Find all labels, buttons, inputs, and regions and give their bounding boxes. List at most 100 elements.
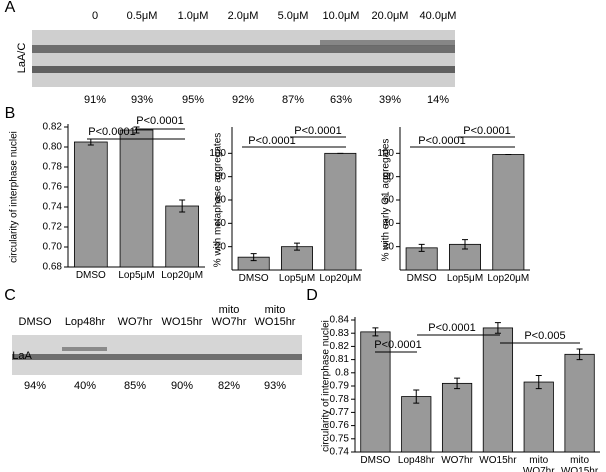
y-tick-label: 20 bbox=[215, 241, 227, 252]
percentage: 63% bbox=[329, 94, 353, 106]
bar bbox=[564, 353, 595, 453]
y-tick-label: 0.75 bbox=[330, 433, 350, 444]
y-axis-label: circularity of interphase nuclei bbox=[321, 320, 332, 452]
annotation: P<0.0001 bbox=[463, 125, 510, 137]
row-label: LaA/C bbox=[16, 43, 28, 74]
y-tick-label: 0.78 bbox=[43, 162, 63, 173]
panel-label: D bbox=[306, 287, 318, 304]
bar bbox=[523, 381, 554, 453]
x-tick-label: DMSO bbox=[238, 273, 269, 284]
x-tick-label: mito WO15hr bbox=[560, 455, 599, 472]
percentage: 93% bbox=[263, 380, 287, 392]
annotation: P<0.005 bbox=[524, 330, 565, 342]
x-label-box: Lop5μM bbox=[446, 273, 484, 284]
y-tick-label: 0.79 bbox=[330, 381, 350, 392]
x-tick-label: Lop20μM bbox=[319, 273, 362, 284]
x-label-box: DMSO bbox=[360, 455, 390, 466]
x-label-box: WO15hr bbox=[479, 455, 517, 466]
panel-label: C bbox=[4, 287, 16, 304]
x-label-box: Lop5μM bbox=[279, 273, 315, 284]
bar bbox=[165, 205, 200, 268]
x-label-box: DMSO bbox=[238, 273, 269, 284]
x-label-box: WO7hr bbox=[441, 455, 473, 466]
y-tick-label: 0.83 bbox=[330, 328, 350, 339]
x-tick-label: WO15hr bbox=[479, 455, 517, 466]
annotation: P<0.0001 bbox=[136, 115, 183, 127]
percentage: 94% bbox=[23, 380, 47, 392]
error-bar bbox=[413, 389, 420, 404]
y-tick-label: 0.78 bbox=[330, 394, 350, 405]
lane-label: 10.0μM bbox=[322, 10, 360, 22]
x-label-box: Lop48hr bbox=[398, 455, 435, 466]
annotation: P<0.0001 bbox=[418, 135, 465, 147]
panel-label: A bbox=[4, 0, 16, 16]
lane-label: 0 bbox=[91, 10, 99, 22]
percentage: 82% bbox=[217, 380, 241, 392]
error-bar bbox=[454, 377, 461, 390]
y-tick-label: 100 bbox=[377, 148, 394, 159]
x-tick-label: Lop20μM bbox=[487, 273, 530, 284]
lane-label: DMSO bbox=[18, 316, 52, 328]
panel-label: B bbox=[4, 105, 16, 122]
x-tick-label: DMSO bbox=[75, 270, 106, 281]
x-label-box: Lop20μM bbox=[487, 273, 530, 284]
x-label-box: DMSO bbox=[407, 273, 437, 284]
lane-label: 5.0μM bbox=[277, 10, 309, 22]
x-tick-label: Lop5μM bbox=[118, 270, 155, 281]
lane-label: WO7hr bbox=[117, 316, 153, 328]
annotation: P<0.0001 bbox=[88, 126, 135, 138]
x-label-box: Lop20μM bbox=[161, 270, 204, 281]
error-bar bbox=[576, 348, 583, 361]
lane-label: Lop48hr bbox=[64, 316, 106, 328]
error-bar bbox=[179, 199, 186, 213]
y-axis-label: % with early G1 aggregates bbox=[381, 139, 392, 262]
y-tick-label: 60 bbox=[215, 195, 227, 206]
y-tick-label: 0.81 bbox=[330, 354, 350, 365]
x-tick-label: mito WO7hr bbox=[522, 455, 555, 472]
percentage: 90% bbox=[170, 380, 194, 392]
y-tick-label: 80 bbox=[215, 171, 227, 182]
bar bbox=[119, 129, 154, 268]
annotation: P<0.0001 bbox=[248, 135, 295, 147]
x-tick-label: Lop20μM bbox=[161, 270, 204, 281]
y-tick-label: 0.82 bbox=[43, 122, 63, 133]
bar bbox=[324, 152, 357, 271]
y-tick-label: 0.80 bbox=[43, 142, 63, 153]
percentage: 39% bbox=[378, 94, 402, 106]
y-tick-label: 0.74 bbox=[330, 447, 350, 458]
bar bbox=[441, 382, 473, 453]
y-tick-label: 40 bbox=[383, 218, 395, 229]
lane-label: mito WO15hr bbox=[254, 304, 296, 328]
x-label-box: Lop20μM bbox=[319, 273, 362, 284]
error-bar bbox=[535, 374, 542, 390]
annotation: P<0.0001 bbox=[428, 322, 475, 334]
lane-label: WO15hr bbox=[161, 316, 203, 328]
lane-label: mito WO7hr bbox=[211, 304, 247, 328]
blot-c bbox=[12, 335, 302, 375]
y-tick-label: 40 bbox=[215, 218, 227, 229]
y-tick-label: 0.82 bbox=[330, 341, 350, 352]
lane-label: 2.0μM bbox=[227, 10, 259, 22]
x-tick-label: Lop5μM bbox=[446, 273, 484, 284]
percentage: 93% bbox=[130, 94, 154, 106]
y-tick-label: 0.68 bbox=[43, 262, 63, 273]
percentage: 91% bbox=[83, 94, 107, 106]
x-label-box: Lop5μM bbox=[118, 270, 155, 281]
annotation: P<0.0001 bbox=[294, 125, 341, 137]
y-tick-label: 0.72 bbox=[43, 222, 63, 233]
x-label-box: mito WO15hr bbox=[560, 455, 599, 472]
bar bbox=[73, 141, 108, 268]
y-tick-label: 0.84 bbox=[330, 315, 350, 326]
error-bar bbox=[372, 327, 379, 337]
bar bbox=[401, 396, 432, 453]
y-tick-label: 100 bbox=[209, 148, 226, 159]
error-bar bbox=[294, 242, 300, 251]
y-tick-label: 0.70 bbox=[43, 242, 63, 253]
y-tick-label: 0.77 bbox=[330, 407, 350, 418]
y-tick-label: 0.74 bbox=[43, 202, 63, 213]
percentage: 92% bbox=[231, 94, 255, 106]
y-tick-label: 0.76 bbox=[330, 420, 350, 431]
y-tick-label: 20 bbox=[383, 241, 395, 252]
